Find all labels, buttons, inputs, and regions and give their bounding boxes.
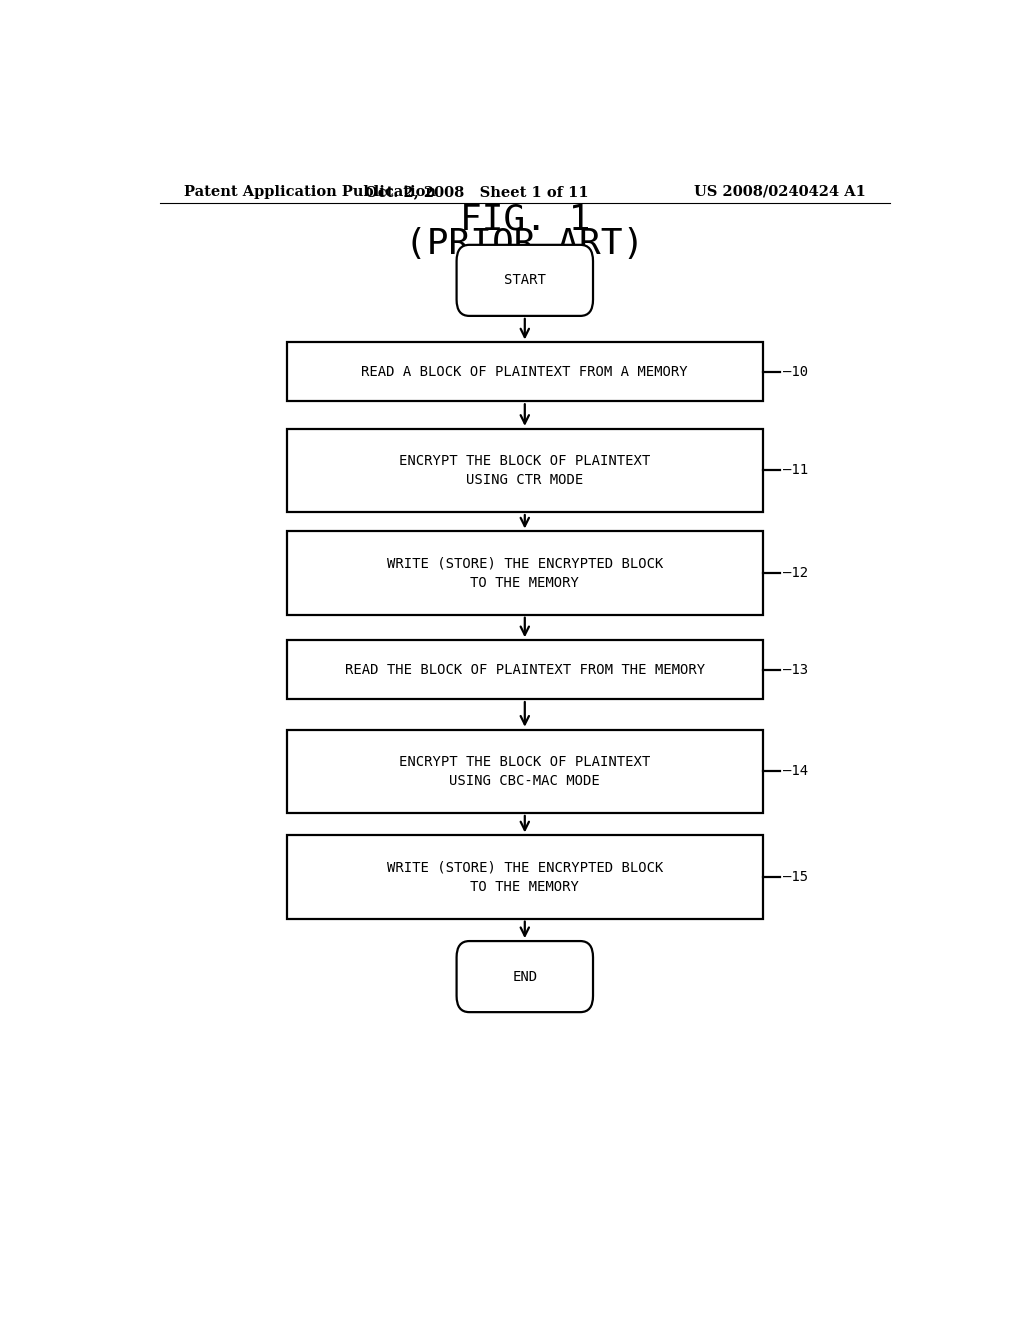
Text: Oct. 2, 2008   Sheet 1 of 11: Oct. 2, 2008 Sheet 1 of 11 <box>366 185 589 199</box>
Bar <box>287 342 763 401</box>
Text: READ A BLOCK OF PLAINTEXT FROM A MEMORY: READ A BLOCK OF PLAINTEXT FROM A MEMORY <box>361 364 688 379</box>
Text: Patent Application Publication: Patent Application Publication <box>183 185 435 199</box>
FancyBboxPatch shape <box>457 941 593 1012</box>
Text: WRITE (STORE) THE ENCRYPTED BLOCK
TO THE MEMORY: WRITE (STORE) THE ENCRYPTED BLOCK TO THE… <box>387 861 663 894</box>
Text: WRITE (STORE) THE ENCRYPTED BLOCK
TO THE MEMORY: WRITE (STORE) THE ENCRYPTED BLOCK TO THE… <box>387 556 663 590</box>
Text: –10: –10 <box>782 364 808 379</box>
Text: START: START <box>504 273 546 288</box>
Text: ENCRYPT THE BLOCK OF PLAINTEXT
USING CTR MODE: ENCRYPT THE BLOCK OF PLAINTEXT USING CTR… <box>399 454 650 487</box>
Text: READ THE BLOCK OF PLAINTEXT FROM THE MEMORY: READ THE BLOCK OF PLAINTEXT FROM THE MEM… <box>345 663 705 677</box>
Text: –15: –15 <box>782 870 808 884</box>
Bar <box>287 836 763 919</box>
Text: –11: –11 <box>782 463 808 478</box>
Bar <box>287 429 763 512</box>
Text: –12: –12 <box>782 566 808 579</box>
Text: US 2008/0240424 A1: US 2008/0240424 A1 <box>694 185 866 199</box>
Text: END: END <box>512 970 538 983</box>
FancyBboxPatch shape <box>457 244 593 315</box>
Text: –14: –14 <box>782 764 808 779</box>
Text: (PRIOR ART): (PRIOR ART) <box>406 227 644 261</box>
Bar <box>287 640 763 700</box>
Text: –13: –13 <box>782 663 808 677</box>
Bar <box>287 730 763 813</box>
Text: FIG. 1: FIG. 1 <box>460 202 590 236</box>
Text: ENCRYPT THE BLOCK OF PLAINTEXT
USING CBC-MAC MODE: ENCRYPT THE BLOCK OF PLAINTEXT USING CBC… <box>399 755 650 788</box>
Bar <box>287 532 763 615</box>
